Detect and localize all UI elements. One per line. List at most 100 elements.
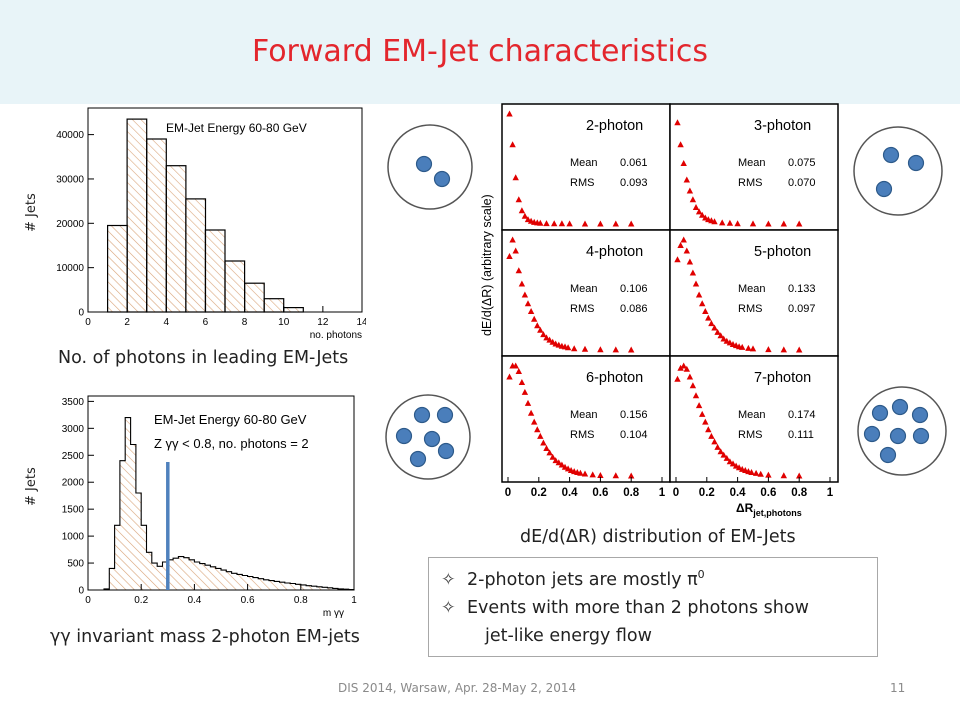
data-point-triangle	[796, 220, 803, 227]
panel-title: 3-photon	[754, 118, 811, 134]
x-tick-label: 0.8	[623, 487, 640, 499]
rms-label: RMS	[570, 429, 594, 441]
data-point-triangle	[512, 174, 519, 181]
data-point-triangle	[680, 236, 687, 243]
data-point-triangle	[757, 470, 764, 477]
six-photon-diagram	[385, 394, 471, 480]
photon-dot	[891, 398, 909, 416]
data-point-triangle	[558, 461, 566, 468]
x-tick-label: 0.2	[531, 487, 547, 499]
data-point-triangle	[780, 220, 787, 227]
mean-value: 0.156	[620, 409, 648, 421]
data-point-triangle	[537, 432, 544, 439]
data-point-triangle	[551, 220, 558, 227]
two-photon-diagram	[387, 124, 473, 210]
data-point-triangle	[699, 300, 706, 307]
data-point-triangle	[677, 242, 684, 248]
x-tick-label: 4	[164, 317, 170, 328]
photon-dot	[879, 446, 897, 464]
mean-label: Mean	[570, 283, 598, 295]
data-point-triangle	[549, 453, 556, 460]
rms-value: 0.086	[620, 303, 648, 315]
photons-caption: No. of photons in leading EM-Jets	[58, 348, 349, 368]
data-point-triangle	[543, 445, 550, 451]
bullet-1-sup: 0	[697, 568, 705, 581]
y-tick-label: 2500	[62, 451, 85, 462]
mean-label: Mean	[570, 409, 598, 421]
photon-dot	[409, 450, 427, 468]
histogram-fill	[88, 119, 362, 312]
data-point-triangle	[699, 410, 706, 417]
data-point-triangle	[506, 373, 513, 380]
data-point-triangle	[521, 388, 529, 395]
mean-value: 0.133	[788, 283, 816, 295]
data-point-triangle	[719, 219, 726, 226]
data-point-triangle	[537, 219, 544, 226]
data-point-triangle	[796, 346, 803, 353]
x-tick-label: 0.4	[187, 595, 201, 606]
data-point-triangle	[714, 443, 721, 450]
rms-label: RMS	[738, 177, 762, 189]
data-point-triangle	[597, 220, 604, 227]
data-point-triangle	[509, 141, 516, 148]
slide-title: Forward EM-Jet characteristics	[252, 34, 708, 69]
data-point-triangle	[546, 336, 553, 343]
rms-label: RMS	[570, 177, 594, 189]
x-tick-label: 12	[317, 317, 329, 328]
y-tick-label: 20000	[56, 219, 84, 230]
data-point-triangle	[674, 375, 681, 382]
rms-label: RMS	[570, 303, 594, 315]
data-point-triangle	[714, 328, 721, 335]
data-point-triangle	[534, 322, 541, 329]
data-point-triangle	[566, 220, 573, 227]
data-point-triangle	[540, 439, 547, 446]
photon-count-histogram: 0 2 4 6 8 10 12 14 0 10000 20000 30000 40000 no. phot…	[56, 107, 366, 340]
data-point-triangle	[597, 346, 604, 353]
data-point-triangle	[515, 368, 522, 374]
mass-hist-ylabel: # Jets	[24, 467, 39, 506]
data-point-triangle	[518, 207, 526, 214]
bullet-2-text: Events with more than 2 photons show	[467, 598, 809, 618]
x-tick-label: 14	[356, 317, 366, 328]
y-tick-label: 0	[78, 586, 84, 597]
data-point-triangle	[680, 160, 687, 166]
mean-value: 0.061	[620, 157, 648, 169]
data-point-triangle	[723, 337, 730, 344]
data-point-triangle	[515, 196, 522, 203]
histogram-bar	[244, 282, 265, 313]
x-tick-label: 0.4	[730, 487, 747, 499]
data-point-triangle	[683, 365, 690, 372]
data-point-triangle	[717, 332, 724, 339]
y-tick-label: 30000	[56, 174, 84, 185]
data-point-triangle	[711, 438, 718, 445]
data-point-triangle	[527, 308, 535, 314]
photon-dot	[437, 442, 455, 460]
x-tick-label: 0.2	[699, 487, 715, 499]
x-tick-label: 0	[85, 317, 91, 328]
data-point-triangle	[748, 469, 755, 475]
mass-caption: γγ invariant mass 2-photon EM-jets	[50, 627, 360, 647]
x-tick-label: 0	[673, 487, 679, 499]
data-point-triangle	[524, 300, 532, 307]
data-point-triangle	[726, 219, 734, 226]
panel-frame	[669, 229, 839, 357]
data-point-triangle	[628, 472, 635, 479]
data-point-triangle	[537, 326, 544, 333]
data-point-triangle	[518, 379, 526, 385]
panel-frame	[501, 229, 671, 357]
y-axis-label: dE/d(ΔR) (arbitrary scale)	[480, 194, 494, 336]
x-tick-label: 0.2	[134, 595, 148, 606]
data-point-triangle	[674, 256, 681, 263]
x-tick-label: 0.6	[760, 487, 776, 499]
x-tick-label: 1	[659, 487, 666, 499]
data-point-triangle	[628, 220, 635, 227]
data-point-triangle	[506, 253, 513, 259]
data-point-triangle	[597, 472, 604, 478]
data-point-triangle	[726, 458, 734, 465]
data-point-triangle	[689, 196, 697, 203]
data-point-triangle	[543, 220, 550, 227]
photon-dot	[875, 180, 893, 198]
data-point-triangle	[686, 258, 694, 265]
data-point-triangle	[780, 472, 787, 479]
photon-hist-ylabel: # Jets	[24, 193, 39, 232]
